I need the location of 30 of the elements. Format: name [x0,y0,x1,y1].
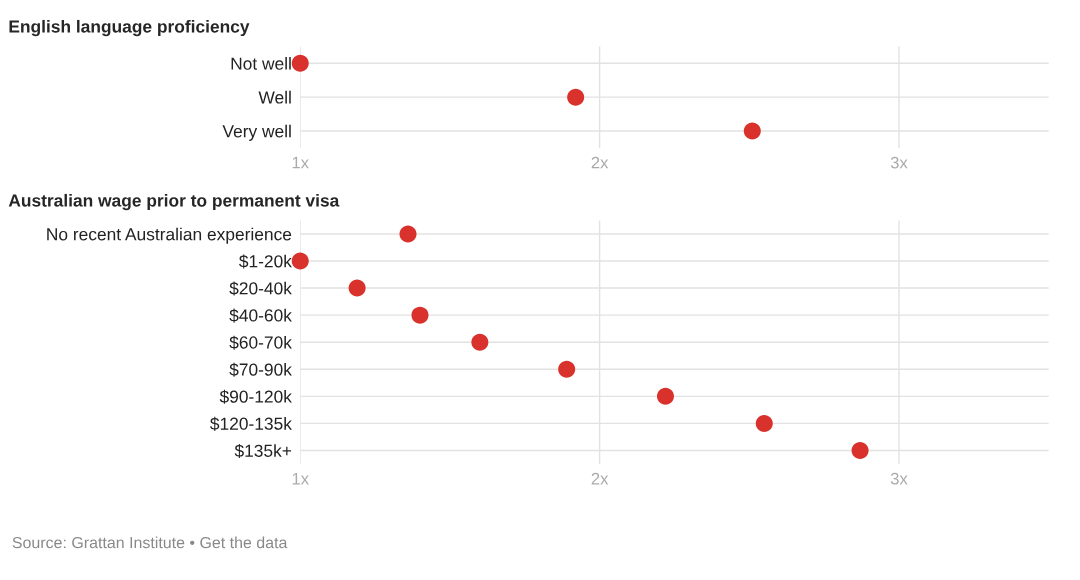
y-tick-label: $70-90k [229,362,292,377]
y-tick-label: $40-60k [229,308,292,323]
text: English language proficiency [9,19,250,37]
point [656,387,674,405]
point [411,306,429,324]
source-note: Source: Grattan Institute • Get the data [12,536,288,549]
y-tick-label: $120-135k [210,416,292,431]
y-tick-label: $60-70k [229,335,292,350]
y-tick-label: $135k+ [234,443,292,458]
point [348,279,366,297]
point [291,252,309,270]
y-tick-label: No recent Australian experience [47,227,292,244]
y-tick-label: Very well [222,124,291,141]
y-tick-label: Not well [231,57,291,70]
point [471,333,489,351]
chart-title: Australian wage prior to permanent visa [8,193,340,211]
x-tick-label: 2x [591,472,609,485]
point [399,225,417,243]
point [755,414,773,432]
x-tick-label: 3x [890,472,908,485]
x-tick-label: 2x [591,156,609,169]
x-tick-label: 1x [292,156,309,169]
point [851,441,869,459]
x-tick-label: 3x [890,156,908,169]
y-tick-label: $20-40k [229,281,292,296]
x-tick-label: 1x [292,472,309,485]
y-tick-label: Well [258,90,291,104]
y-tick-label: $90-120k [219,389,292,404]
y-tick-label: $1-20k [239,254,292,269]
point [558,360,576,378]
